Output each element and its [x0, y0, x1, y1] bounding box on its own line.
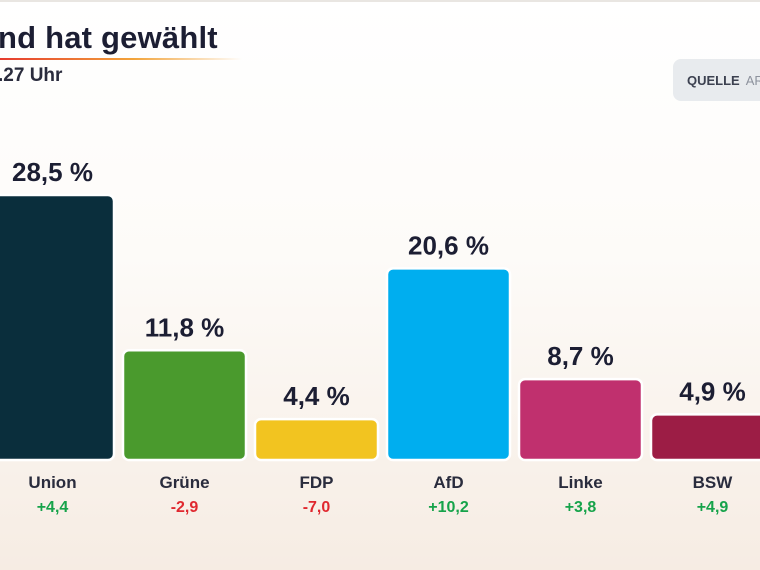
chart-title: nd hat gewählt	[0, 20, 218, 55]
change-label-gruene: -2,9	[171, 499, 199, 516]
chart-timestamp: .27 Uhr	[0, 65, 63, 86]
category-label-bsw: BSW	[693, 473, 734, 492]
value-label-bsw: 4,9 %	[679, 376, 746, 406]
bar-fdp	[253, 417, 380, 462]
value-label-afd: 20,6 %	[408, 230, 489, 260]
category-label-afd: AfD	[433, 473, 463, 492]
change-label-afd: +10,2	[428, 499, 469, 516]
category-label-union: Union	[28, 473, 76, 492]
source-label: QUELLE	[687, 72, 740, 88]
value-label-union: 28,5 %	[12, 157, 93, 187]
bar-gruene	[121, 349, 248, 462]
value-label-gruene: 11,8 %	[145, 312, 225, 342]
change-label-linke: +3,8	[565, 499, 597, 516]
category-label-fdp: FDP	[300, 473, 334, 492]
bar-union	[0, 193, 116, 462]
source-badge: QUELLE AR	[673, 59, 760, 101]
value-label-fdp: 4,4 %	[283, 381, 350, 411]
bar-bsw	[649, 413, 760, 462]
top-border	[0, 0, 760, 2]
change-label-union: +4,4	[37, 499, 69, 516]
title-underline	[0, 58, 242, 60]
bar-afd	[385, 267, 512, 462]
category-label-gruene: Grüne	[159, 473, 209, 492]
change-label-fdp: -7,0	[303, 499, 331, 516]
value-label-linke: 8,7 %	[547, 341, 614, 371]
source-value: AR	[745, 72, 760, 88]
category-label-linke: Linke	[558, 473, 602, 492]
bar-linke	[517, 377, 644, 462]
change-label-bsw: +4,9	[697, 499, 729, 516]
